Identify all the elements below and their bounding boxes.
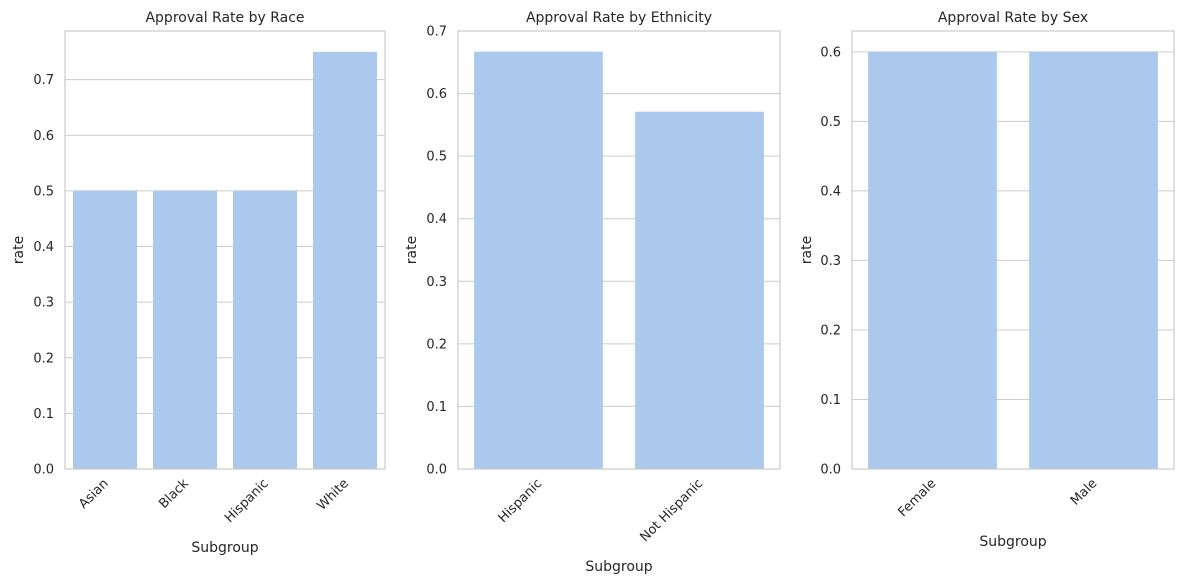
x-axis-label-ethnicity: Subgroup	[585, 559, 652, 575]
ytick-label-race-7: 0.7	[33, 73, 54, 88]
chart-title-race: Approval Rate by Race	[145, 10, 304, 26]
ytick-label-ethnicity-3: 0.3	[426, 275, 447, 290]
xtick-label-sex-0: Female	[895, 476, 939, 520]
ytick-label-sex-0: 0.0	[820, 463, 841, 478]
x-axis-label-race: Subgroup	[191, 540, 258, 556]
xtick-label-race-3: White	[314, 476, 351, 513]
ytick-label-race-0: 0.0	[33, 463, 54, 478]
x-axis-label-sex: Subgroup	[979, 534, 1046, 550]
ytick-label-sex-5: 0.5	[820, 115, 841, 130]
y-axis-label-ethnicity: rate	[404, 236, 420, 264]
bar-race-white	[313, 51, 377, 469]
plot-frame-sex	[851, 30, 1175, 470]
ytick-label-sex-1: 0.1	[820, 393, 841, 408]
ytick-label-ethnicity-0: 0.0	[426, 463, 447, 478]
xtick-label-sex-1: Male	[1068, 476, 1100, 508]
xtick-label-race-0: Asian	[76, 476, 112, 512]
ytick-label-race-3: 0.3	[33, 296, 54, 311]
ytick-label-sex-3: 0.3	[820, 254, 841, 269]
ytick-label-race-6: 0.6	[33, 129, 54, 144]
bar-sex-female	[868, 51, 997, 469]
bar-race-hispanic	[233, 190, 297, 469]
ytick-label-race-5: 0.5	[33, 184, 54, 199]
chart-race: 0.0 0.1 0.2 0.3 0.4 0.5 0.6 0.7 Asian Black Hispan…	[11, 10, 386, 556]
ytick-label-ethnicity-6: 0.6	[426, 87, 447, 102]
chart-title-sex: Approval Rate by Sex	[938, 10, 1088, 26]
ytick-label-ethnicity-7: 0.7	[426, 25, 447, 40]
xtick-label-ethnicity-0: Hispanic	[496, 476, 546, 526]
ytick-label-race-1: 0.1	[33, 407, 54, 422]
plot-frame-race	[64, 30, 386, 470]
xtick-label-race-2: Hispanic	[222, 476, 272, 526]
ytick-label-ethnicity-2: 0.2	[426, 337, 447, 352]
ytick-label-ethnicity-4: 0.4	[426, 212, 447, 227]
xtick-label-race-1: Black	[156, 476, 192, 512]
bar-sex-male	[1029, 51, 1158, 469]
ytick-label-sex-6: 0.6	[820, 45, 841, 60]
ytick-label-ethnicity-1: 0.1	[426, 400, 447, 415]
chart-title-ethnicity: Approval Rate by Ethnicity	[526, 10, 712, 26]
chart-sex: 0.0 0.1 0.2 0.3 0.4 0.5 0.6 Female Male Approval …	[799, 10, 1175, 550]
bar-ethnicity-not-hispanic	[635, 111, 764, 470]
ytick-label-sex-2: 0.2	[820, 323, 841, 338]
plot-frame-ethnicity	[457, 30, 781, 470]
ytick-label-ethnicity-5: 0.5	[426, 150, 447, 165]
ytick-label-sex-4: 0.4	[820, 184, 841, 199]
ytick-label-race-4: 0.4	[33, 240, 54, 255]
bar-ethnicity-hispanic	[474, 51, 603, 470]
y-axis-label-sex: rate	[799, 236, 815, 264]
chart-ethnicity: 0.0 0.1 0.2 0.3 0.4 0.5 0.6 0.7 Hispanic Not Hisp…	[404, 10, 781, 575]
bar-race-black	[153, 190, 217, 469]
ytick-label-race-2: 0.2	[33, 351, 54, 366]
y-axis-label-race: rate	[11, 236, 27, 264]
bar-race-asian	[73, 190, 137, 469]
xtick-label-ethnicity-1: Not Hispanic	[638, 476, 707, 545]
